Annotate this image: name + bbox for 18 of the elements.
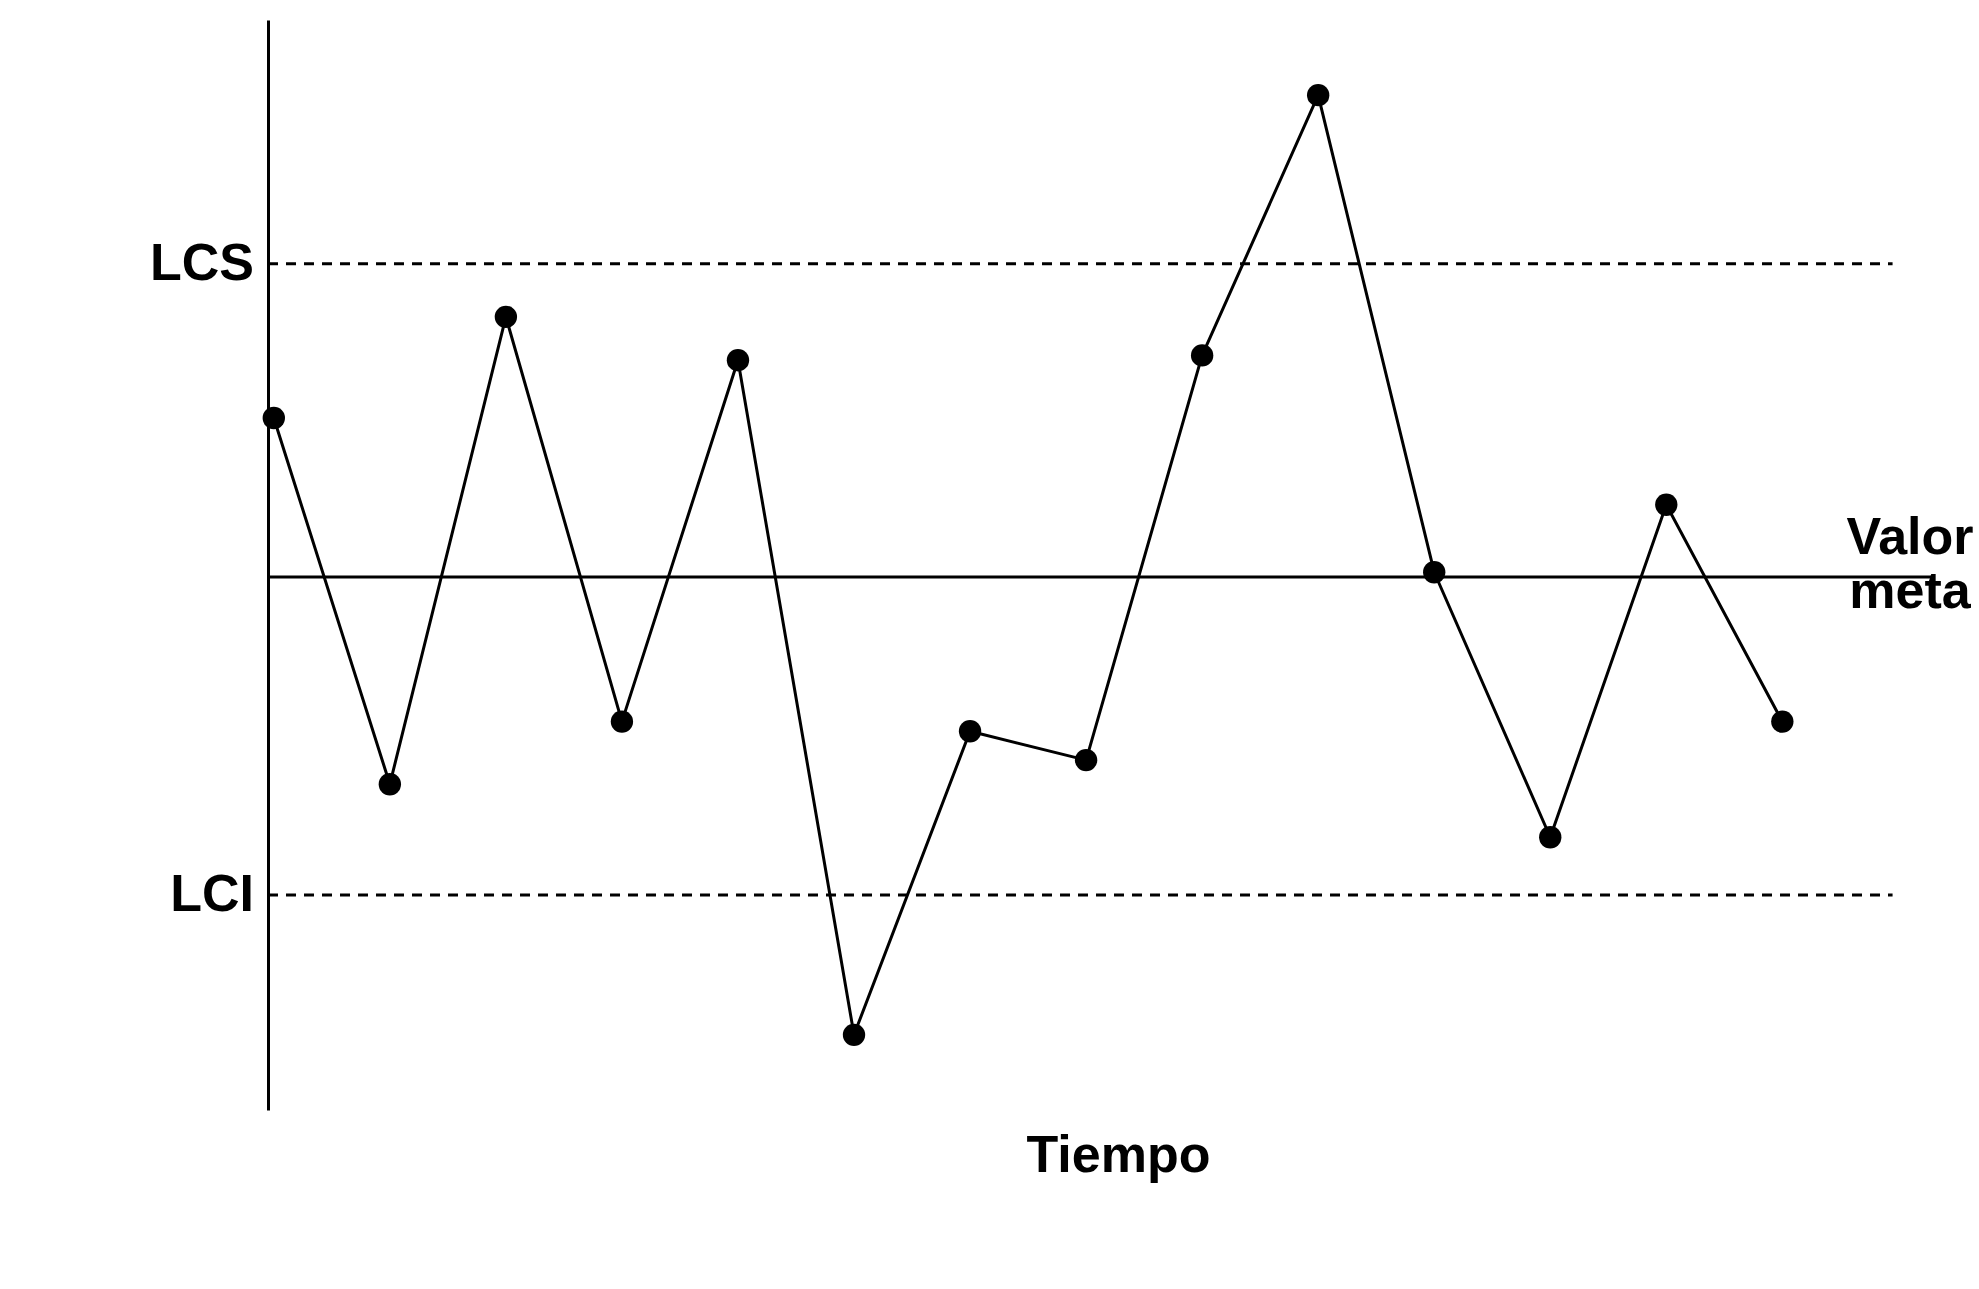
point — [1539, 826, 1562, 849]
point — [378, 773, 402, 796]
point — [1655, 493, 1678, 516]
ref-line-label: LCI — [170, 864, 254, 923]
point — [494, 305, 518, 328]
point — [262, 406, 285, 430]
point — [610, 710, 634, 733]
ref-line-label: Valor meta — [1846, 507, 1974, 620]
point — [1423, 561, 1446, 584]
x-axis-title: Tiempo — [1026, 1124, 1211, 1183]
point — [842, 1023, 866, 1046]
point — [1190, 344, 1214, 367]
point — [1771, 710, 1794, 733]
point — [1306, 84, 1330, 107]
point — [958, 720, 982, 743]
ref-line-label: LCS — [150, 232, 254, 291]
point — [726, 349, 750, 372]
point — [1074, 749, 1098, 772]
